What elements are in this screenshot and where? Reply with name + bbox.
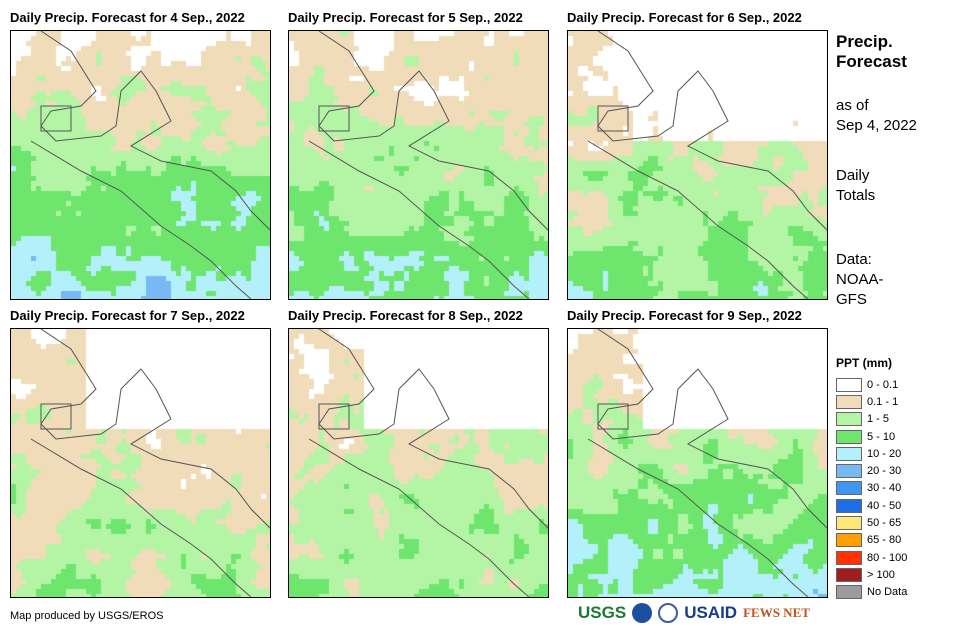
legend-swatch: [836, 481, 862, 496]
precip-raster: [289, 329, 548, 597]
legend-item: 50 - 65: [836, 514, 907, 531]
data-source: Data: NOAA- GFS: [836, 250, 884, 310]
panel-title: Daily Precip. Forecast for 8 Sep., 2022: [288, 308, 523, 323]
totals-label: Totals: [836, 187, 876, 204]
usgs-logo: USGS: [578, 603, 627, 622]
legend-item: 5 - 10: [836, 428, 907, 445]
legend-swatch: [836, 446, 862, 461]
legend-item: > 100: [836, 566, 907, 583]
legend-title: PPT (mm): [836, 356, 893, 370]
legend-item: 1 - 5: [836, 411, 907, 428]
coastline-borders: [308, 31, 548, 299]
fews-net-logo: FEWS NET: [743, 605, 810, 620]
legend-swatch: [836, 377, 862, 392]
legend-item: 80 - 100: [836, 549, 907, 566]
legend-item: 40 - 50: [836, 497, 907, 514]
legend-item: 65 - 80: [836, 532, 907, 549]
legend-item: 30 - 40: [836, 480, 907, 497]
daily-totals: Daily Totals: [836, 166, 875, 206]
map-panel-sep4: [10, 30, 271, 300]
legend-swatch: [836, 464, 862, 479]
usaid-logo: USAID: [684, 603, 738, 622]
legend-label: 80 - 100: [867, 551, 908, 564]
dos-seal-logo: [658, 603, 679, 623]
partner-logos: USGS USAID FEWS NET: [578, 603, 810, 623]
precip-raster: [568, 31, 827, 299]
map-panel-sep7: [10, 328, 271, 598]
map-panel-sep8: [288, 328, 549, 598]
heading-line: Precip.: [836, 32, 893, 51]
legend-swatch: [836, 498, 862, 513]
precip-raster: [11, 329, 270, 597]
precip-raster: [568, 329, 827, 597]
coastline-borders: [308, 329, 548, 597]
map-panel-sep6: [567, 30, 828, 300]
precip-raster: [11, 31, 270, 299]
legend-swatch: [836, 516, 862, 531]
panel-title: Daily Precip. Forecast for 9 Sep., 2022: [567, 308, 802, 323]
legend-label: 50 - 65: [867, 517, 902, 530]
data-label: Data:: [836, 251, 872, 268]
legend-swatch: [836, 550, 862, 565]
legend-swatch: [836, 394, 862, 409]
panel-title: Daily Precip. Forecast for 4 Sep., 2022: [10, 10, 245, 25]
legend-swatch: [836, 585, 862, 600]
data-source-line: NOAA-: [836, 271, 884, 288]
legend-label: 0 - 0.1: [867, 378, 899, 391]
legend-item: 0 - 0.1: [836, 376, 907, 393]
panel-title: Daily Precip. Forecast for 6 Sep., 2022: [567, 10, 802, 25]
legend-label: 40 - 50: [867, 499, 902, 512]
legend-label: 0.1 - 1: [867, 395, 899, 408]
coastline-borders: [30, 329, 270, 597]
map-panel-sep9: [567, 328, 828, 598]
asof-label: as of: [836, 97, 869, 114]
panel-title: Daily Precip. Forecast for 5 Sep., 2022: [288, 10, 523, 25]
legend-label: > 100: [867, 568, 895, 581]
legend-item: 10 - 20: [836, 445, 907, 462]
panel-title: Daily Precip. Forecast for 7 Sep., 2022: [10, 308, 245, 323]
legend-item: 20 - 30: [836, 462, 907, 479]
legend-item: 0.1 - 1: [836, 393, 907, 410]
legend: PPT (mm) 0 - 0.1 0.1 - 1 1 - 5 5 - 10 10 - 2…: [836, 356, 907, 601]
legend-label: 30 - 40: [867, 482, 902, 495]
coastline-borders: [30, 31, 270, 299]
side-heading: Precip. Forecast: [836, 32, 907, 72]
coastline-borders: [587, 329, 827, 597]
map-credit: Map produced by USGS/EROS: [10, 610, 164, 622]
legend-swatch: [836, 567, 862, 582]
map-panel-sep5: [288, 30, 549, 300]
as-of-date: as of Sep 4, 2022: [836, 96, 917, 136]
legend-label: 1 - 5: [867, 413, 890, 426]
legend-label: 20 - 30: [867, 465, 902, 478]
legend-label: 5 - 10: [867, 430, 896, 443]
legend-label: No Data: [867, 586, 908, 599]
legend-swatch: [836, 429, 862, 444]
legend-swatch: [836, 533, 862, 548]
asof-date: Sep 4, 2022: [836, 117, 917, 134]
heading-line: Forecast: [836, 52, 907, 71]
legend-item: No Data: [836, 584, 907, 601]
daily-label: Daily: [836, 167, 870, 184]
coastline-borders: [587, 31, 827, 299]
precip-raster: [289, 31, 548, 299]
legend-label: 65 - 80: [867, 534, 902, 547]
legend-swatch: [836, 412, 862, 427]
legend-label: 10 - 20: [867, 447, 902, 460]
noaa-logo: [632, 603, 653, 623]
data-source-line: GFS: [836, 291, 867, 308]
